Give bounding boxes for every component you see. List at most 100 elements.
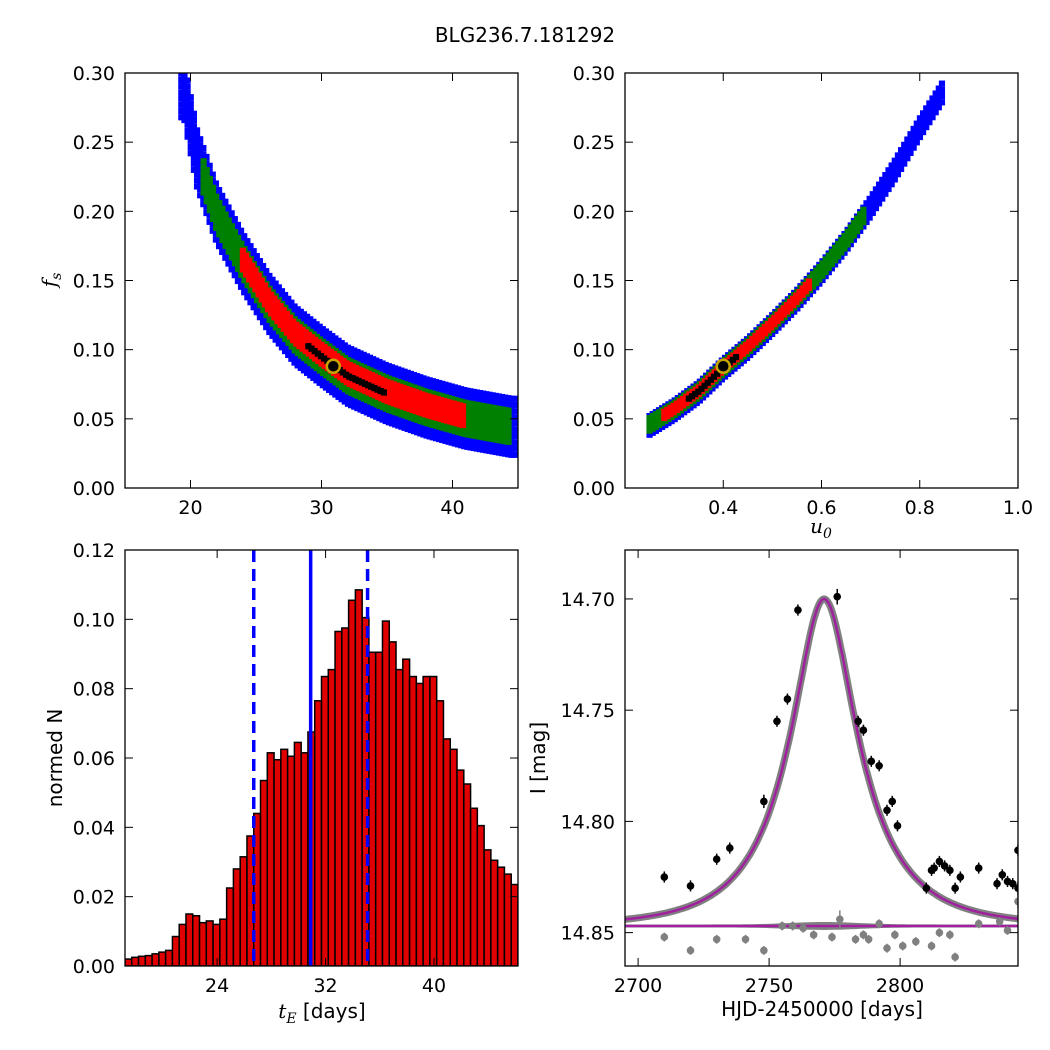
sample-cell-red [774,317,781,325]
sample-cell-blue [209,227,216,234]
sample-cell-blue [495,393,502,400]
sample-cell-blue [809,287,817,294]
sample-cell-black [365,382,372,389]
sample-cell-green [307,359,314,367]
sample-cell-blue [938,92,946,100]
sample-cell-red [415,409,423,416]
sample-cell-blue [316,379,323,386]
sample-cell-red [670,409,677,416]
sample-cell-green [652,411,659,418]
sample-cell-blue [662,421,669,429]
sample-cell-blue [693,399,700,407]
sample-cell-blue [382,411,389,418]
sample-cell-green [483,409,490,417]
sample-cell-blue [259,312,267,320]
sample-cell-red [271,295,278,302]
sample-cell-green [828,248,836,255]
sample-cell-blue [357,350,364,357]
sample-cell-red [246,270,253,277]
sample-cell-red [447,405,454,413]
sample-cell-blue [370,405,377,413]
histogram-bar [164,949,174,966]
sample-cell-blue [300,361,308,368]
sample-cell-blue [677,411,685,418]
sample-cell-green [455,397,462,404]
sample-cell-blue [190,160,198,167]
sample-cell-blue [215,243,223,250]
sample-cell-blue [762,336,769,344]
sample-cell-blue [307,322,314,329]
sample-cell-blue [178,95,185,102]
y-tick-label: 0.15 [73,271,115,293]
sample-cell-red [441,397,448,405]
sample-cell-green [304,357,311,364]
sample-cell-blue [926,112,933,120]
sample-cell-blue [303,313,311,320]
sample-cell-red [264,287,272,294]
sample-cell-red [283,317,291,324]
sample-cell-green [338,383,346,391]
sample-cell-blue [197,142,204,149]
sample-cell-blue [370,412,377,419]
x-tick-label: 1.0 [1003,497,1033,519]
data-point [712,855,721,864]
sample-cell-blue [879,176,886,183]
data-point [859,726,868,734]
sample-cell-blue [429,384,436,391]
sample-cell-red [673,406,680,414]
histogram-bar [490,859,499,966]
sample-cell-blue [703,391,710,398]
data-point [686,882,695,890]
sample-cell-red [299,333,306,340]
sample-cell-blue [891,170,898,177]
sample-cell-blue [256,258,264,265]
sample-cell-blue [498,400,506,407]
sample-cell-blue [511,408,518,415]
residual-point [660,933,669,941]
sample-cell-blue [303,363,311,370]
histogram-bar [463,783,472,966]
y-tick-label: 0.20 [573,201,615,223]
sample-cell-green [452,396,459,404]
sample-cell-blue [417,423,424,431]
sample-cell-green [492,424,500,431]
sample-cell-blue [266,322,273,329]
histogram-bar [435,700,445,966]
sample-cell-green [379,373,386,380]
sample-cell-green [492,417,500,424]
sample-cell-red [315,339,322,346]
residual-point [891,931,899,939]
x-axis-label: u0 [810,514,832,542]
sample-cell-blue [203,203,210,210]
model-curve [625,597,1018,921]
sample-cell-blue [395,422,402,429]
sample-cell-green [502,407,509,414]
sample-cell-red [381,396,388,403]
sample-cell-green [474,433,481,440]
sample-cell-green [382,374,390,381]
sample-cell-green [483,403,490,410]
sample-cell-red [337,374,344,381]
sample-cell-green [329,376,336,384]
sample-cell-blue [480,440,487,447]
sample-cell-red [390,387,397,394]
sample-cell-blue [329,333,336,340]
sample-cell-green [835,247,842,254]
sample-cell-blue [231,265,238,273]
residual-point [974,919,983,928]
sample-cell-red [308,352,316,360]
sample-cell-green [502,413,509,420]
sample-cell-red [456,402,463,409]
sample-cell-blue [897,165,905,172]
sample-cell-blue [190,141,198,149]
sample-cell-red [277,303,284,310]
sample-cell-blue [492,442,499,449]
sample-cell-green [247,287,254,294]
sample-cell-green [222,242,229,249]
sample-cell-red [277,309,284,316]
sample-cell-blue [181,61,187,67]
sample-cell-red [340,364,347,371]
sample-cell-blue [935,97,942,105]
sample-cell-blue [926,106,933,113]
sample-cell-blue [225,204,232,211]
